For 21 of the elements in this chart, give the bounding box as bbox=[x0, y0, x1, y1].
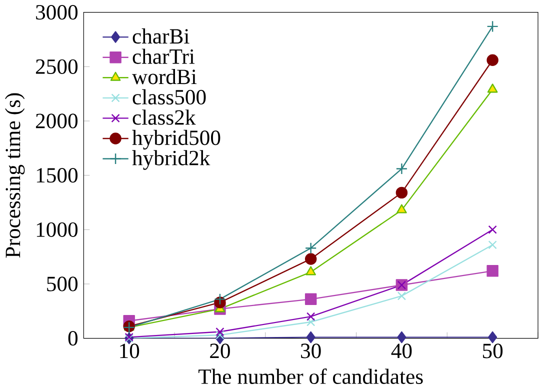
legend-label: class500 bbox=[132, 89, 206, 105]
y-tick-label: 500 bbox=[47, 276, 78, 292]
x-tick-label: 10 bbox=[120, 344, 140, 358]
x-tick-label: 50 bbox=[482, 344, 503, 358]
x-tick-label: 20 bbox=[210, 344, 230, 358]
legend-label: wordBi bbox=[132, 68, 197, 84]
legend-label: hybrid2k bbox=[132, 150, 210, 170]
y-tick-label: 3000 bbox=[36, 5, 78, 20]
legend-label: hybrid500 bbox=[132, 130, 220, 150]
x-tick-label: 40 bbox=[391, 344, 412, 358]
y-tick-label: 2500 bbox=[36, 59, 78, 74]
y-axis-title: Processing time (s) bbox=[5, 93, 25, 258]
y-tick-label: 2000 bbox=[36, 114, 78, 128]
x-axis-title: The number of candidates bbox=[198, 368, 423, 384]
legend-label: charBi bbox=[132, 28, 190, 44]
legend-label: charTri bbox=[132, 48, 195, 64]
legend-label: class2k bbox=[132, 110, 196, 125]
y-tick-label: 1000 bbox=[36, 222, 78, 237]
y-tick-label: 0 bbox=[68, 330, 78, 346]
y-tick-label: 1500 bbox=[36, 168, 78, 183]
x-tick-label: 30 bbox=[301, 344, 321, 358]
